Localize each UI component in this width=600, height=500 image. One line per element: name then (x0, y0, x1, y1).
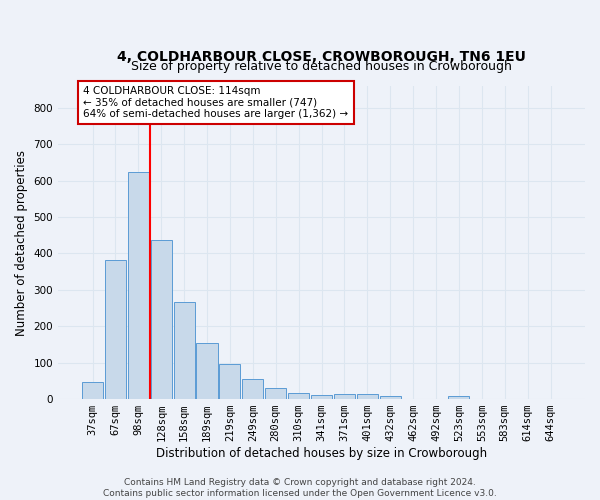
Bar (220, 364, 241, 399)
Bar (151, 240, 172, 399)
Bar (311, 396, 332, 399)
Text: 4 COLDHARBOUR CLOSE: 114sqm
← 35% of detached houses are smaller (747)
64% of se: 4 COLDHARBOUR CLOSE: 114sqm ← 35% of det… (83, 86, 349, 119)
Y-axis label: Number of detached properties: Number of detached properties (15, 150, 28, 336)
Bar (128, 172, 149, 399)
Bar (173, 302, 194, 399)
Bar (105, 260, 126, 399)
Bar (288, 393, 309, 399)
Bar (334, 394, 355, 399)
Bar (357, 394, 378, 399)
Bar (380, 396, 401, 399)
Text: Size of property relative to detached houses in Crowborough: Size of property relative to detached ho… (131, 60, 512, 74)
X-axis label: Distribution of detached houses by size in Crowborough: Distribution of detached houses by size … (156, 447, 487, 460)
Bar (448, 396, 469, 399)
Bar (82, 382, 103, 399)
Bar (242, 380, 263, 399)
Bar (265, 388, 286, 399)
Title: 4, COLDHARBOUR CLOSE, CROWBOROUGH, TN6 1EU: 4, COLDHARBOUR CLOSE, CROWBOROUGH, TN6 1… (117, 50, 526, 64)
Text: Contains HM Land Registry data © Crown copyright and database right 2024.
Contai: Contains HM Land Registry data © Crown c… (103, 478, 497, 498)
Bar (196, 344, 218, 399)
